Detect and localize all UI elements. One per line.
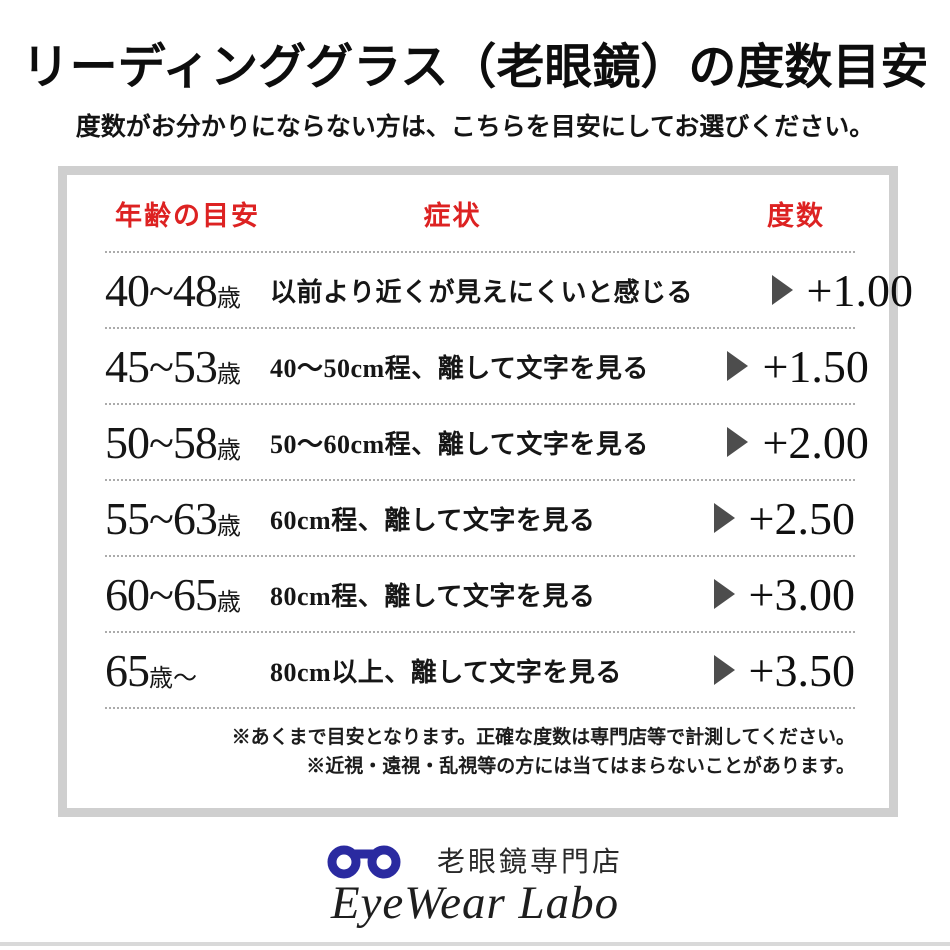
note-accuracy: ※あくまで目安となります。正確な度数は専門店等で計測してください。 (231, 727, 855, 748)
arrow-right-icon (713, 579, 735, 609)
symptom-text: 以前より近くが見えにくいと感じる (270, 277, 693, 307)
table-notes: ※あくまで目安となります。正確な度数は専門店等で計測してください。 ※近視・遠視… (105, 723, 855, 781)
column-header-symptom: 症状 (423, 200, 482, 231)
column-header-age: 年齢の目安 (115, 200, 260, 231)
table-row: 50~58歳 50〜60cm程、離して文字を見る +2.00 (105, 405, 869, 481)
age-range: 65歳〜 (105, 644, 270, 697)
page-title: リーディンググラス（老眼鏡）の度数目安 (21, 41, 929, 94)
age-range: 45~53歳 (105, 340, 270, 393)
logo-top-row: 老眼鏡専門店 (0, 840, 950, 880)
age-number: 65 (105, 644, 150, 696)
age-range: 60~65歳 (105, 568, 270, 621)
column-header-power: 度数 (767, 200, 825, 231)
table-row: 45~53歳 40〜50cm程、離して文字を見る +1.50 (105, 329, 869, 405)
table-row: 60~65歳 80cm程、離して文字を見る +3.00 (105, 557, 855, 633)
power-value: +1.00 (806, 264, 913, 316)
age-suffix: 歳〜 (149, 665, 197, 692)
arrow-right-icon (727, 427, 749, 457)
arrow-right-icon (713, 503, 735, 533)
symptom-text: 80cm以上、離して文字を見る (270, 657, 622, 687)
power-cell: +2.50 (635, 492, 855, 545)
symptom-text: 40〜50cm程、離して文字を見る (270, 353, 649, 383)
power-cell: +1.00 (693, 264, 913, 317)
shop-logo: 老眼鏡専門店 EyeWear Labo (0, 840, 950, 927)
symptom-text: 60cm程、離して文字を見る (270, 505, 596, 535)
age-range: 40~48歳 (105, 264, 270, 317)
age-suffix: 歳 (216, 589, 241, 616)
power-cell: +2.00 (649, 416, 869, 469)
brand-name: EyeWear Labo (330, 877, 620, 929)
power-cell: +1.50 (649, 340, 869, 393)
arrow-right-icon (727, 351, 749, 381)
age-range: 55~63歳 (105, 492, 270, 545)
power-value: +1.50 (762, 340, 869, 392)
power-cell: +3.50 (635, 644, 855, 697)
age-range: 50~58歳 (105, 416, 270, 469)
arrow-right-icon (771, 275, 793, 305)
age-number: 50~58 (105, 416, 218, 468)
arrow-right-icon (713, 655, 735, 685)
age-number: 60~65 (105, 568, 218, 620)
bottom-divider (0, 942, 950, 946)
table-row: 65歳〜 80cm以上、離して文字を見る +3.50 (105, 633, 855, 709)
age-number: 40~48 (105, 264, 218, 316)
power-cell: +3.00 (635, 568, 855, 621)
age-suffix: 歳 (216, 437, 241, 464)
glasses-icon (327, 845, 401, 879)
power-value: +2.00 (762, 416, 869, 468)
power-value: +2.50 (748, 492, 855, 544)
note-conditions: ※近視・遠視・乱視等の方には当てはまらないことがあります。 (306, 756, 855, 777)
power-guide-table: 年齢の目安 症状 度数 40~48歳 以前より近くが見えにくいと感じる +1.0… (58, 166, 913, 817)
shop-type-label: 老眼鏡専門店 (436, 846, 623, 877)
page-subtitle: 度数がお分かりにならない方は、こちらを目安にしてお選びください。 (75, 114, 875, 141)
symptom-text: 50〜60cm程、離して文字を見る (270, 429, 649, 459)
table-row: 55~63歳 60cm程、離して文字を見る +2.50 (105, 481, 855, 557)
age-number: 45~53 (105, 340, 218, 392)
table-body: 40~48歳 以前より近くが見えにくいと感じる +1.00 45~53歳 40〜… (105, 253, 913, 709)
age-number: 55~63 (105, 492, 218, 544)
age-suffix: 歳 (216, 361, 241, 388)
table-header-row: 年齢の目安 症状 度数 (105, 175, 855, 253)
table-row: 40~48歳 以前より近くが見えにくいと感じる +1.00 (105, 253, 913, 329)
age-suffix: 歳 (216, 513, 241, 540)
symptom-text: 80cm程、離して文字を見る (270, 581, 596, 611)
power-value: +3.50 (748, 644, 855, 696)
power-value: +3.00 (748, 568, 855, 620)
age-suffix: 歳 (216, 285, 241, 312)
